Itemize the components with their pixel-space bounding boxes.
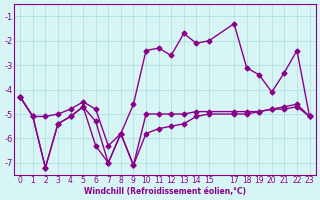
- X-axis label: Windchill (Refroidissement éolien,°C): Windchill (Refroidissement éolien,°C): [84, 187, 246, 196]
